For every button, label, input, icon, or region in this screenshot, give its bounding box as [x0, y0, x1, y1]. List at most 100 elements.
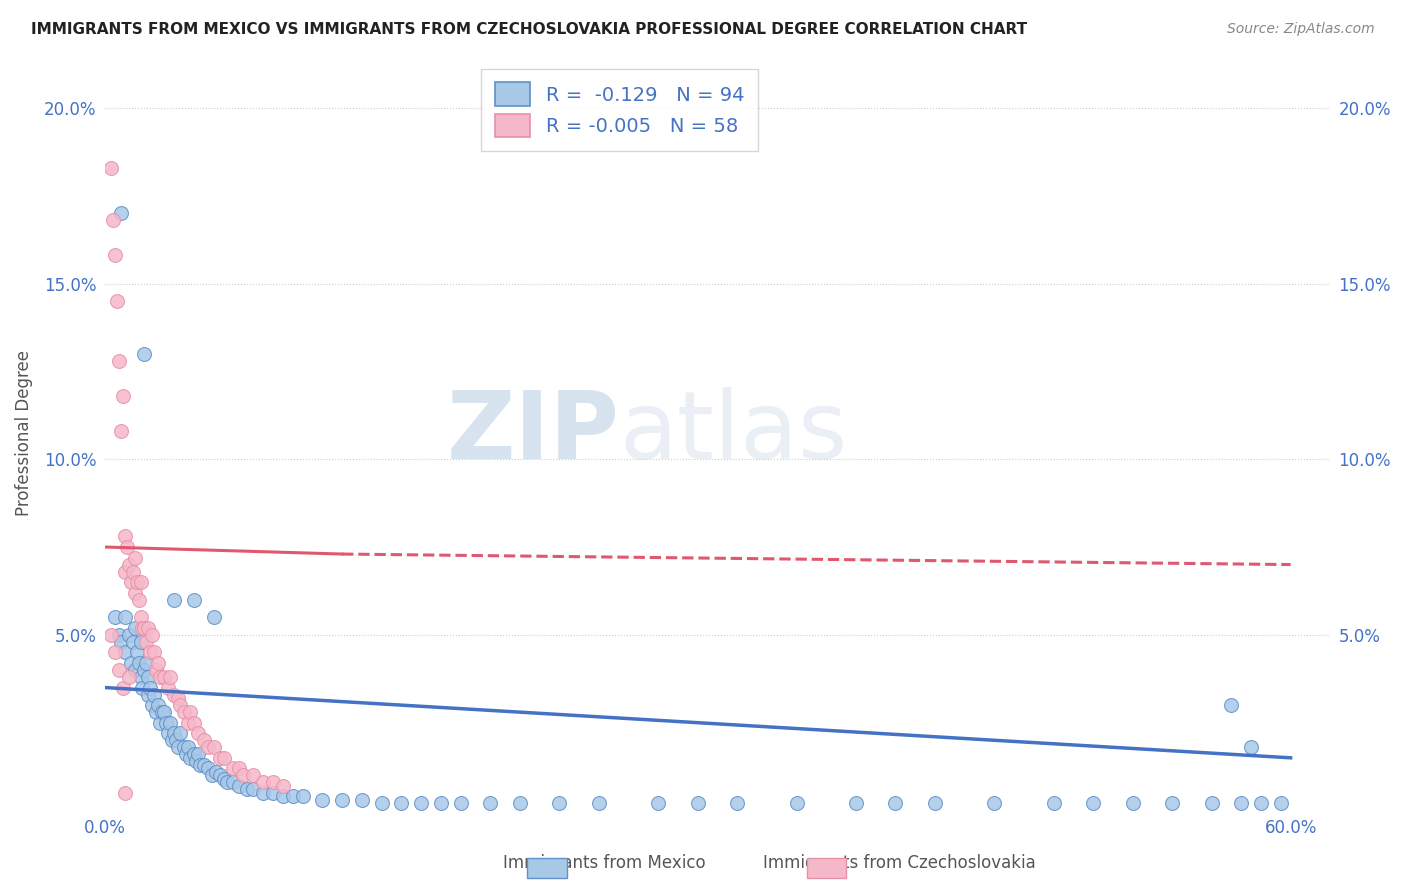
Point	[141, 698, 163, 712]
Point	[252, 786, 274, 800]
Point	[138, 688, 160, 702]
Point	[1122, 797, 1144, 811]
Point	[120, 656, 142, 670]
Text: Immigrants from Czechoslovakia: Immigrants from Czechoslovakia	[763, 855, 1036, 872]
Point	[129, 610, 152, 624]
Point	[143, 688, 166, 702]
Point	[252, 775, 274, 789]
Point	[262, 775, 284, 789]
Point	[129, 670, 152, 684]
Point	[153, 705, 176, 719]
Point	[187, 747, 209, 762]
Point	[262, 786, 284, 800]
Point	[100, 628, 122, 642]
Point	[129, 575, 152, 590]
Point	[110, 635, 132, 649]
Point	[111, 389, 134, 403]
Point	[208, 751, 231, 765]
Point	[193, 733, 215, 747]
Point	[588, 797, 610, 811]
Point	[121, 565, 143, 579]
Point	[121, 635, 143, 649]
Point	[163, 726, 186, 740]
Point	[291, 789, 314, 804]
Point	[105, 294, 128, 309]
Point	[114, 645, 136, 659]
Point	[786, 797, 808, 811]
Point	[1201, 797, 1223, 811]
Point	[138, 670, 160, 684]
Point	[845, 797, 868, 811]
Point	[120, 575, 142, 590]
Point	[124, 550, 146, 565]
Point	[647, 797, 669, 811]
Text: ZIP: ZIP	[447, 387, 620, 479]
Point	[197, 761, 219, 775]
Point	[114, 565, 136, 579]
Point	[222, 761, 245, 775]
Point	[173, 740, 195, 755]
Point	[228, 761, 250, 775]
Point	[281, 789, 304, 804]
Point	[100, 161, 122, 175]
Point	[129, 635, 152, 649]
Point	[118, 670, 141, 684]
Point	[131, 621, 153, 635]
Point	[222, 775, 245, 789]
Point	[160, 733, 183, 747]
Point	[143, 645, 166, 659]
Point	[1042, 797, 1064, 811]
Point	[125, 575, 148, 590]
Text: Source: ZipAtlas.com: Source: ZipAtlas.com	[1227, 22, 1375, 37]
Point	[187, 726, 209, 740]
Point	[169, 698, 191, 712]
Point	[686, 797, 709, 811]
Point	[330, 793, 353, 807]
Point	[124, 585, 146, 599]
Point	[1250, 797, 1272, 811]
Point	[131, 681, 153, 695]
Point	[177, 715, 200, 730]
Point	[145, 705, 167, 719]
Point	[450, 797, 472, 811]
Point	[1161, 797, 1184, 811]
Point	[167, 740, 190, 755]
Point	[271, 779, 294, 793]
Point	[110, 206, 132, 220]
Point	[1081, 797, 1104, 811]
Point	[242, 782, 264, 797]
Point	[228, 779, 250, 793]
Point	[242, 768, 264, 782]
Point	[134, 663, 156, 677]
Point	[110, 424, 132, 438]
Point	[128, 592, 150, 607]
Point	[411, 797, 433, 811]
Point	[124, 663, 146, 677]
Point	[134, 347, 156, 361]
Point	[145, 663, 167, 677]
Point	[389, 797, 412, 811]
Point	[107, 628, 129, 642]
Point	[114, 529, 136, 543]
Point	[1270, 797, 1292, 811]
Point	[725, 797, 748, 811]
Point	[101, 213, 124, 227]
Point	[217, 775, 239, 789]
Point	[924, 797, 946, 811]
Point	[104, 610, 127, 624]
Point	[115, 540, 138, 554]
Point	[138, 621, 160, 635]
Point	[212, 772, 235, 786]
Point	[430, 797, 453, 811]
Point	[208, 768, 231, 782]
Text: Immigrants from Mexico: Immigrants from Mexico	[503, 855, 706, 872]
Point	[165, 733, 187, 747]
Point	[141, 628, 163, 642]
Point	[125, 645, 148, 659]
Point	[157, 726, 180, 740]
Point	[118, 558, 141, 572]
Point	[163, 688, 186, 702]
Y-axis label: Professional Degree: Professional Degree	[15, 350, 32, 516]
Point	[201, 768, 224, 782]
Point	[135, 656, 157, 670]
